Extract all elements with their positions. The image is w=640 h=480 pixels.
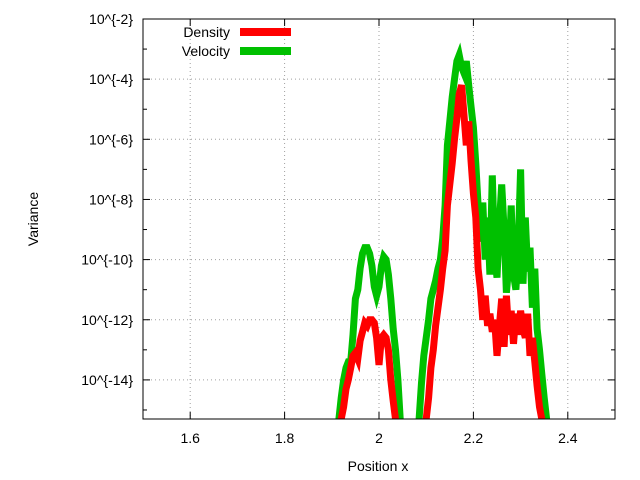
series-line-density xyxy=(337,315,399,419)
x-tick-label: 2 xyxy=(375,430,383,446)
y-tick-label: 10^{-12} xyxy=(81,312,133,328)
series-group xyxy=(335,42,551,419)
x-axis-label: Position x xyxy=(348,458,409,474)
y-tick-label: 10^{-8} xyxy=(89,191,133,207)
y-tick-label: 10^{-6} xyxy=(89,131,133,147)
x-tick-label: 1.8 xyxy=(275,430,295,446)
legend-label-velocity: Velocity xyxy=(182,43,230,59)
series-line-velocity xyxy=(415,42,551,419)
series-line-density xyxy=(422,84,546,419)
x-tick-label: 2.2 xyxy=(464,430,484,446)
y-tick-label: 10^{-14} xyxy=(81,372,133,388)
legend: Density Velocity xyxy=(182,24,291,59)
legend-label-density: Density xyxy=(183,24,230,40)
y-tick-label: 10^{-10} xyxy=(81,252,133,268)
x-tick-label: 1.6 xyxy=(180,430,200,446)
y-tick-label: 10^{-4} xyxy=(89,71,133,87)
axis-tick-labels: 1.6 1.8 2 2.2 2.4 10^{-2} 10^{-4} 10^{-6} 10^{-8… xyxy=(81,11,577,446)
y-axis-label: Variance xyxy=(25,192,41,246)
axis-ticks xyxy=(143,18,615,419)
y-tick-label: 10^{-2} xyxy=(89,11,133,27)
x-tick-label: 2.4 xyxy=(558,430,578,446)
